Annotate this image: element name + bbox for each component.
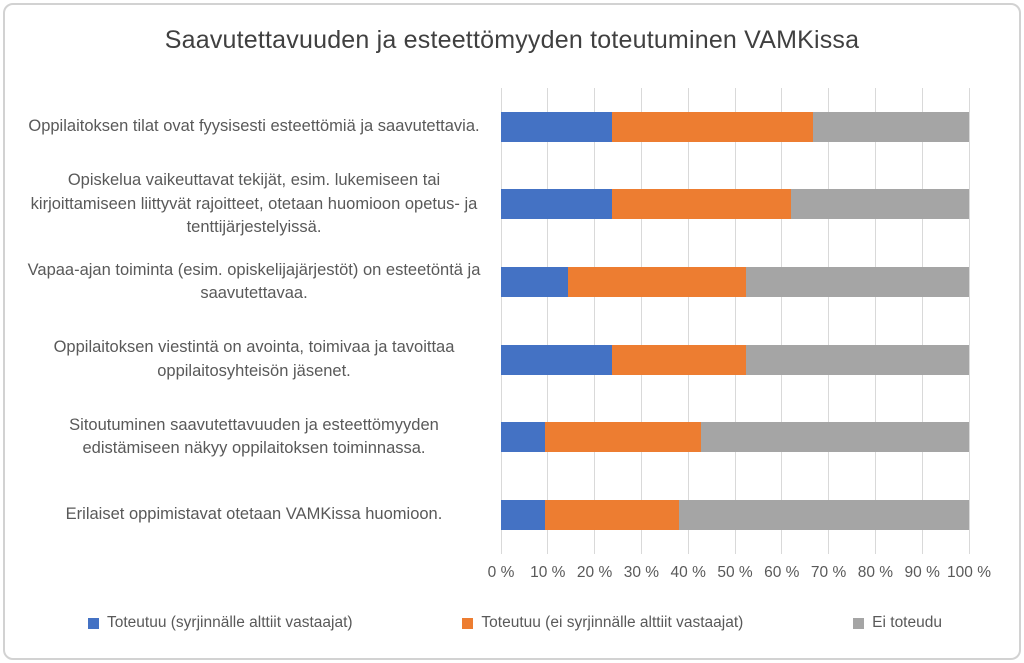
gridline (594, 88, 596, 554)
category-label: Vapaa-ajan toiminta (esim. opiskelijajär… (27, 260, 481, 303)
bar-segment-series-3 (679, 500, 969, 531)
legend-item: Toteutuu (syrjinnälle alttiit vastaajat) (88, 614, 353, 632)
gridline (828, 88, 830, 554)
bar-segment-series-1 (501, 422, 546, 453)
bar-segment-series-2 (612, 111, 814, 142)
stacked-bar (501, 267, 969, 298)
gridline (874, 88, 876, 554)
x-tick-label: 50 % (717, 564, 753, 581)
bar-segment-series-1 (501, 500, 546, 531)
x-tick-label: 20 % (576, 564, 613, 581)
category-label: Erilaiset oppimistavat otetaan VAMKissa … (65, 505, 443, 524)
gridline (687, 88, 689, 554)
category-label: Oppilaitoksen viestintä on avointa, toim… (53, 338, 455, 380)
bar-segment-series-2 (612, 344, 747, 375)
x-tick-label: 80 % (857, 564, 894, 581)
x-tick-label: 60 % (764, 564, 800, 581)
legend-swatch-icon (853, 617, 865, 629)
x-tick-label: 40 % (670, 564, 706, 581)
legend-label: Toteutuu (ei syrjinnälle alttiit vastaaj… (481, 614, 744, 631)
bar-segment-series-1 (501, 189, 613, 220)
bar-segment-series-1 (501, 344, 613, 375)
category-label: Opiskelua vaikeuttavat tekijät, esim. lu… (30, 171, 478, 237)
bar-segment-series-1 (501, 267, 568, 298)
bar-segment-series-3 (813, 111, 969, 142)
bar-segment-series-2 (612, 189, 791, 220)
x-tick-label: 70 % (810, 564, 847, 581)
gridline (968, 88, 970, 554)
bar-band (501, 399, 969, 477)
gridline (921, 88, 923, 554)
gridline (781, 88, 783, 554)
gridline (547, 88, 549, 554)
category-labels: Oppilaitoksen tilat ovat fyysisesti este… (20, 88, 488, 554)
x-tick-label: 0 % (487, 564, 515, 581)
bar-band (501, 476, 969, 554)
bar-segment-series-2 (545, 422, 702, 453)
category-label: Sitoutuminen saavutettavuuden ja esteett… (69, 416, 439, 458)
bar-segment-series-3 (790, 189, 969, 220)
legend: Toteutuu (syrjinnälle alttiit vastaajat)… (88, 610, 942, 636)
x-tick-label: 30 % (623, 564, 660, 581)
stacked-bar (501, 344, 969, 375)
legend-swatch-icon (88, 617, 99, 629)
bar-band (501, 166, 969, 244)
bar-segment-series-3 (701, 422, 969, 453)
bar-band (501, 243, 969, 321)
legend-item: Toteutuu (ei syrjinnälle alttiit vastaaj… (462, 614, 743, 632)
stacked-bar (501, 189, 969, 220)
gridline (500, 88, 502, 554)
x-axis-ticks: 0 % 10 % 20 % 30 % 40 % 50 % 60 % 70 % 80 % 90 % 1… (488, 564, 991, 586)
bar-segment-series-3 (746, 344, 969, 375)
gridline (734, 88, 736, 554)
gridline (640, 88, 642, 554)
bar-segment-series-2 (567, 267, 747, 298)
stacked-bar (501, 500, 969, 531)
legend-label: Toteutuu (syrjinnälle alttiit vastaajat) (107, 614, 353, 631)
x-tick-label: 10 % (530, 564, 566, 581)
chart-title: Saavutettavuuden ja esteettömyyden toteu… (164, 26, 860, 54)
bar-segment-series-3 (746, 267, 969, 298)
bar-segment-series-1 (501, 111, 613, 142)
legend-item: Ei toteudu (853, 614, 942, 632)
x-tick-label: 100 % (947, 564, 991, 581)
bar-segment-series-2 (545, 500, 680, 531)
legend-label: Ei toteudu (872, 614, 942, 631)
plot-area (500, 88, 970, 554)
x-tick-label: 90 % (904, 564, 940, 581)
bar-band (501, 88, 969, 166)
bar-band (501, 321, 969, 399)
stacked-bar (501, 111, 969, 142)
category-label: Oppilaitoksen tilat ovat fyysisesti este… (28, 117, 480, 136)
legend-swatch-icon (462, 617, 474, 629)
stacked-bar (501, 422, 969, 453)
